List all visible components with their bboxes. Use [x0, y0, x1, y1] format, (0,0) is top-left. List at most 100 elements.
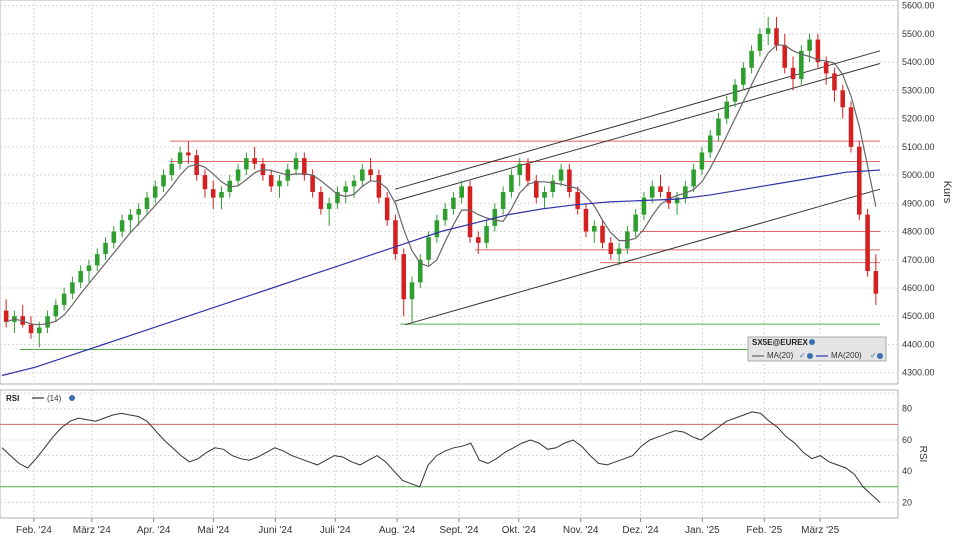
price-y-tick-label: 4400.00 [902, 339, 935, 349]
legend-ma200-info-icon[interactable] [877, 353, 883, 359]
legend-ma200-check-icon[interactable]: ✓ [870, 351, 877, 360]
candle-body [567, 169, 572, 192]
candle-body [749, 50, 754, 68]
price-y-tick-label: 4800.00 [902, 227, 935, 237]
x-tick-label: März '25 [801, 525, 839, 536]
candle-body [558, 169, 564, 181]
legend-ma20-info-icon[interactable] [807, 353, 813, 359]
candle-body [724, 101, 730, 119]
candle-body [210, 189, 216, 198]
candle-body [393, 220, 398, 255]
candle-body [583, 208, 589, 232]
candle-body [202, 175, 208, 190]
candle-body [310, 175, 315, 192]
legend-ma200-label: MA(200) [831, 351, 862, 360]
candle-body [707, 135, 713, 153]
price-y-tick-label: 4500.00 [902, 311, 935, 321]
candle-body [492, 208, 498, 226]
price-y-tick-label: 5400.00 [902, 57, 935, 67]
candle-body [732, 84, 738, 102]
legend-box [747, 336, 887, 362]
candle-body [832, 73, 837, 91]
price-y-tick-label: 4700.00 [902, 255, 935, 265]
rsi-y-tick-label: 80 [902, 404, 912, 414]
trendline [404, 188, 881, 326]
price-y-tick-label: 5600.00 [902, 1, 935, 11]
rsi-label: RSI [6, 394, 19, 403]
rsi-info-icon[interactable] [69, 395, 75, 401]
moving-averages [1, 44, 881, 377]
x-tick-label: Okt. '24 [502, 525, 537, 536]
candle-body [765, 28, 771, 34]
x-tick-label: Juli '24 [320, 525, 351, 536]
candle-body [641, 197, 647, 215]
candle-body [857, 146, 862, 215]
candle-body [716, 118, 721, 136]
candle-body [840, 90, 846, 108]
candle-body [136, 208, 141, 215]
legend-ma20-check-icon[interactable]: ✓ [799, 351, 806, 360]
candle-body [757, 33, 763, 51]
x-tick-label: Apr. '24 [137, 525, 171, 536]
candle-body [318, 192, 324, 209]
candle-body [293, 158, 299, 170]
candle-body [302, 158, 307, 176]
candle-body [500, 192, 506, 209]
candle-body [94, 254, 100, 266]
rsi-y-axis-label: RSI [917, 446, 928, 463]
candle-body [45, 316, 50, 328]
candle-body [128, 214, 133, 221]
candle-body [533, 180, 539, 198]
candle-body [674, 197, 680, 204]
candle-body [550, 180, 556, 192]
candle-body [219, 192, 224, 198]
x-tick-label: Aug. '24 [379, 525, 416, 536]
ma20-line [5, 44, 877, 326]
price-y-tick-label: 4600.00 [902, 283, 935, 293]
x-tick-label: Feb. '25 [746, 525, 782, 536]
x-tick-label: Feb. '24 [16, 525, 52, 536]
candle-body [119, 220, 125, 232]
x-tick-label: Sept. '24 [439, 525, 479, 536]
candle-body [252, 158, 257, 164]
candle-body [277, 180, 282, 187]
candle-body [815, 39, 821, 63]
candle-body [409, 282, 415, 300]
candle-body [873, 271, 879, 294]
candle-body [368, 169, 373, 176]
rsi-y-ticks: 80 60 40 20 [902, 404, 912, 508]
price-panel [0, 0, 899, 385]
price-y-tick-label: 5200.00 [902, 114, 935, 124]
rsi-legend: (14) [47, 394, 62, 403]
candle-body [451, 197, 456, 209]
candle-body [591, 225, 597, 232]
candle-body [699, 152, 705, 170]
x-tick-label: März '24 [73, 525, 111, 536]
candle-body [774, 28, 779, 46]
trendline [394, 63, 881, 202]
x-tick-label: Mai '24 [198, 525, 230, 536]
candle-body [244, 158, 249, 170]
price-y-tick-label: 4300.00 [902, 368, 935, 378]
candle-body [326, 203, 332, 209]
candle-body [70, 282, 75, 294]
price-y-ticks: 5600.00 5500.00 5400.00 5300.00 5200.00 5100.… [902, 1, 935, 378]
candle-body [525, 163, 531, 181]
legend-title-info-icon[interactable] [809, 339, 815, 345]
candle-body [442, 208, 448, 221]
price-y-tick-label: 5000.00 [902, 170, 935, 180]
candle-body [848, 107, 854, 147]
candle-body [3, 310, 9, 322]
rsi-series-line [1, 411, 881, 503]
candle-body [418, 259, 423, 283]
candle-body [616, 248, 622, 255]
candle-body [401, 254, 407, 300]
x-tick-label: Nov. '24 [563, 525, 599, 536]
candle-body [484, 225, 489, 243]
candle-body [542, 192, 547, 198]
candle-body [790, 67, 796, 80]
x-axis: Feb. '24 März '24 Apr. '24 Mai '24 Juni '24 J… [16, 518, 840, 536]
rsi-panel [0, 389, 899, 519]
price-y-tick-label: 5300.00 [902, 85, 935, 95]
